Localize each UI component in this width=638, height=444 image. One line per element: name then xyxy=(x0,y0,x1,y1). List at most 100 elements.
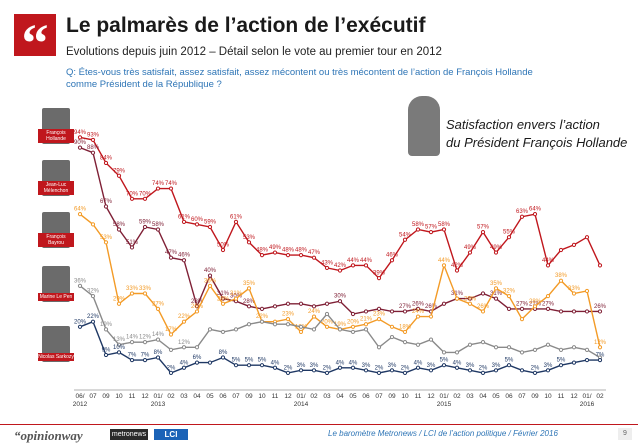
data-point-sarkozy xyxy=(454,365,460,370)
survey-question: Q: Étes-vous très satisfait, assez satis… xyxy=(66,67,533,90)
data-point-bayrou xyxy=(441,263,447,268)
data-label-bayrou: 18% xyxy=(399,324,412,330)
data-label-bayrou: 17% xyxy=(165,327,178,333)
data-point-hollande xyxy=(116,173,122,178)
data-point-melenchon xyxy=(259,306,265,311)
data-point-melenchon xyxy=(285,301,291,306)
data-point-hollande xyxy=(467,250,473,255)
data-point-sarkozy xyxy=(103,352,109,358)
data-label-bayrou: 31% xyxy=(230,291,243,297)
data-label-hollande: 58% xyxy=(412,222,425,228)
data-point-bayrou xyxy=(311,314,317,319)
data-label-hollande: 48% xyxy=(295,248,308,254)
data-label-sarkozy: 3% xyxy=(310,363,319,369)
data-point-melenchon xyxy=(571,309,577,314)
data-point-melenchon xyxy=(298,301,304,306)
data-point-lepen xyxy=(571,345,577,350)
data-point-hollande xyxy=(584,235,590,240)
data-label-sarkozy: 5% xyxy=(232,358,241,364)
data-point-hollande xyxy=(428,229,434,235)
data-label-melenchon: 51% xyxy=(126,240,139,246)
data-point-hollande xyxy=(90,137,96,143)
data-point-bayrou xyxy=(389,324,395,329)
data-label-sarkozy: 3% xyxy=(427,363,436,369)
data-label-bayrou: 28% xyxy=(529,299,542,305)
x-tick-label: 11 xyxy=(272,393,279,400)
data-point-hollande xyxy=(363,263,369,268)
data-label-sarkozy: 4% xyxy=(349,360,358,366)
candidate-bayrou: François Bayrou xyxy=(38,212,74,248)
data-point-hollande xyxy=(142,196,148,201)
data-label-bayrou: 38% xyxy=(555,273,568,279)
data-point-hollande xyxy=(103,160,109,166)
data-point-lepen xyxy=(402,340,408,345)
data-label-hollande: 48% xyxy=(256,248,269,254)
x-year-label: 2014 xyxy=(294,401,309,408)
data-label-melenchon: 59% xyxy=(139,219,152,225)
data-point-bayrou xyxy=(90,222,96,227)
data-label-hollande: 84% xyxy=(100,155,113,161)
data-label-melenchon: 31% xyxy=(490,291,503,297)
data-point-bayrou xyxy=(324,324,330,329)
data-label-bayrou: 36% xyxy=(204,278,217,284)
data-label-bayrou: 20% xyxy=(347,319,360,325)
data-point-lepen xyxy=(285,322,291,327)
data-point-hollande xyxy=(324,265,330,271)
data-label-melenchon: 58% xyxy=(113,222,126,228)
x-tick-label: 01/ xyxy=(153,393,162,400)
data-label-hollande: 60% xyxy=(191,217,204,223)
data-label-bayrou: 26% xyxy=(477,304,490,310)
x-tick-label: 03 xyxy=(323,393,331,400)
x-tick-label: 11 xyxy=(129,393,136,400)
data-point-melenchon xyxy=(272,304,278,309)
data-label-sarkozy: 22% xyxy=(87,314,100,320)
x-tick-label: 09 xyxy=(102,393,110,400)
data-point-lepen xyxy=(220,329,226,335)
data-point-melenchon xyxy=(506,306,512,311)
data-point-bayrou xyxy=(519,317,525,322)
x-tick-label: 03 xyxy=(180,393,188,400)
data-point-sarkozy xyxy=(116,350,122,355)
data-point-melenchon xyxy=(350,311,356,317)
lci-logo: LCI xyxy=(154,429,188,440)
data-point-bayrou xyxy=(454,296,460,301)
data-label-bayrou: 35% xyxy=(490,281,503,287)
data-point-melenchon xyxy=(103,204,109,209)
data-label-hollande: 94% xyxy=(74,130,87,136)
data-label-melenchon: 27% xyxy=(516,301,529,307)
data-point-lepen xyxy=(376,345,382,350)
x-tick-label: 09 xyxy=(245,393,253,400)
data-point-lepen xyxy=(363,327,369,332)
data-label-sarkozy: 2% xyxy=(375,365,384,371)
x-tick-label: 10 xyxy=(401,393,409,400)
data-point-sarkozy xyxy=(467,368,473,373)
data-point-bayrou xyxy=(493,286,499,291)
x-tick-label: 07 xyxy=(89,393,97,400)
candidate-label: Marine Le Pen xyxy=(38,293,74,301)
data-label-melenchon: 30% xyxy=(334,294,347,300)
data-label-melenchon: 46% xyxy=(178,253,191,259)
data-label-lepen: 14% xyxy=(126,335,139,341)
data-point-lepen xyxy=(116,342,122,347)
data-label-bayrou: 12% xyxy=(594,340,607,346)
candidate-label: François Bayrou xyxy=(38,233,74,247)
quote-logo: “ xyxy=(14,14,56,72)
x-tick-label: 10 xyxy=(115,393,123,400)
data-label-hollande: 61% xyxy=(178,214,191,220)
data-point-sarkozy xyxy=(441,363,447,368)
data-point-lepen xyxy=(428,337,434,342)
data-label-sarkozy: 20% xyxy=(74,319,87,325)
data-point-hollande xyxy=(558,247,564,253)
data-point-lepen xyxy=(441,350,447,355)
x-tick-label: 01/ xyxy=(296,393,305,400)
data-label-hollande: 48% xyxy=(282,248,295,254)
data-point-sarkozy xyxy=(428,368,434,373)
x-tick-label: 11 xyxy=(415,393,422,400)
data-label-hollande: 50% xyxy=(217,243,230,249)
data-point-melenchon xyxy=(155,227,161,232)
data-label-hollande: 57% xyxy=(425,225,438,231)
data-point-bayrou xyxy=(116,301,122,306)
data-label-bayrou: 19% xyxy=(334,322,347,328)
data-point-lepen xyxy=(350,329,356,335)
